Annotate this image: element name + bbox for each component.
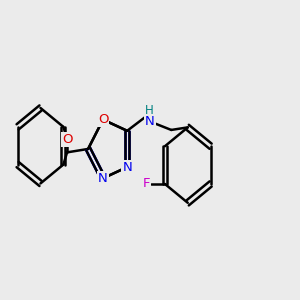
Text: N: N bbox=[122, 160, 132, 174]
Text: N: N bbox=[98, 172, 108, 185]
Text: O: O bbox=[62, 133, 72, 146]
Text: F: F bbox=[142, 177, 150, 190]
Text: O: O bbox=[98, 113, 108, 126]
Text: N: N bbox=[145, 115, 154, 128]
Text: H: H bbox=[145, 104, 154, 117]
